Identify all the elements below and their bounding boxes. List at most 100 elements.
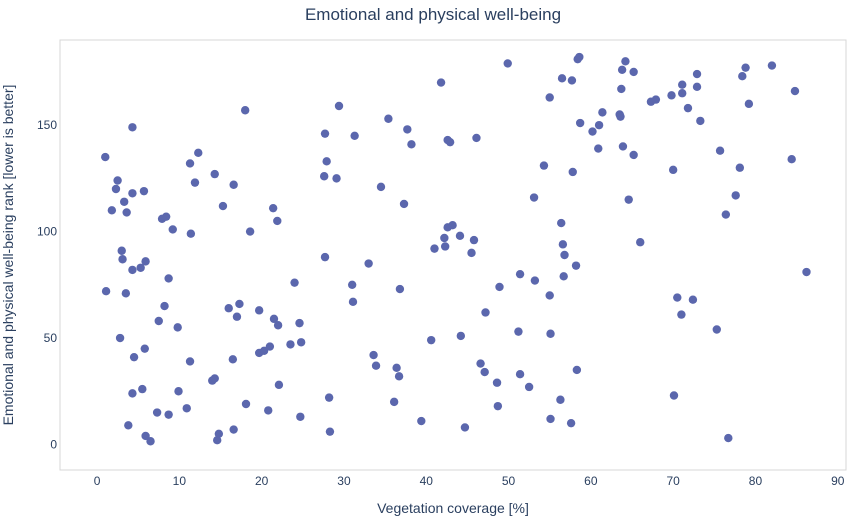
x-tick-label: 40 <box>420 474 434 488</box>
data-point <box>688 295 698 304</box>
data-point <box>495 282 504 292</box>
data-point <box>731 191 740 200</box>
data-point <box>503 59 512 68</box>
data-point <box>296 412 305 421</box>
data-point <box>472 133 481 143</box>
data-point <box>268 203 278 213</box>
data-point <box>392 363 401 373</box>
data-point <box>545 291 554 300</box>
data-point <box>320 252 330 262</box>
data-point <box>168 225 177 234</box>
x-tick-label: 80 <box>749 474 763 488</box>
data-point <box>802 267 811 277</box>
data-point <box>348 297 358 307</box>
data-point <box>264 406 273 415</box>
data-point <box>481 308 490 317</box>
data-point <box>118 255 127 264</box>
x-tick-label: 60 <box>584 474 598 488</box>
data-point <box>673 293 682 302</box>
data-point <box>371 361 381 370</box>
data-point <box>467 248 476 258</box>
data-point <box>146 437 155 446</box>
data-points <box>101 52 811 446</box>
data-point <box>101 152 110 162</box>
data-point <box>107 206 117 215</box>
data-point <box>514 327 523 336</box>
data-point <box>384 114 393 123</box>
data-point <box>629 67 638 77</box>
data-point <box>617 65 627 75</box>
data-point <box>164 410 173 419</box>
data-point <box>741 63 750 72</box>
data-point <box>524 382 534 392</box>
data-point <box>113 176 122 185</box>
data-point <box>115 333 125 343</box>
data-point <box>546 414 555 424</box>
data-point <box>164 274 173 283</box>
data-point <box>121 289 131 298</box>
data-point <box>567 76 577 85</box>
data-point <box>460 423 470 432</box>
data-point <box>214 429 224 439</box>
data-point <box>556 395 565 404</box>
data-point <box>712 325 721 334</box>
data-point <box>101 286 111 296</box>
data-point <box>325 427 335 436</box>
data-point <box>111 184 121 194</box>
data-point <box>692 69 702 79</box>
data-point <box>530 276 540 285</box>
data-point <box>347 280 357 290</box>
data-point <box>557 218 566 228</box>
y-tick-labels: 0 50 100 150 <box>37 118 57 451</box>
data-point <box>395 284 405 294</box>
data-point <box>138 384 147 394</box>
data-point <box>160 301 169 311</box>
data-point <box>407 140 416 149</box>
data-point <box>566 418 576 428</box>
data-point <box>128 389 137 398</box>
data-point <box>265 342 275 351</box>
x-tick-label: 50 <box>502 474 516 488</box>
data-point <box>141 431 150 441</box>
data-point <box>515 370 525 379</box>
data-point <box>558 240 568 249</box>
data-point <box>229 425 238 434</box>
x-tick-label: 30 <box>337 474 351 488</box>
data-point <box>320 129 330 138</box>
data-point <box>399 199 409 209</box>
data-point <box>122 208 131 217</box>
data-point <box>440 233 449 243</box>
data-point <box>161 212 171 221</box>
y-tick-label: 0 <box>50 437 57 451</box>
data-point <box>254 306 264 315</box>
data-point <box>241 399 251 409</box>
data-point <box>539 161 549 170</box>
data-point <box>141 257 150 266</box>
data-point <box>369 350 378 360</box>
data-point <box>683 103 693 113</box>
x-tick-label: 10 <box>173 474 187 488</box>
data-point <box>559 272 568 281</box>
data-point <box>572 365 582 375</box>
data-point <box>140 344 149 353</box>
data-point <box>228 355 238 364</box>
data-point <box>213 435 222 445</box>
x-tick-label: 70 <box>666 474 680 488</box>
data-point <box>364 259 373 268</box>
x-tick-label: 20 <box>255 474 269 488</box>
data-point <box>286 340 295 349</box>
data-point <box>557 74 567 83</box>
data-point <box>417 416 426 426</box>
data-point <box>678 80 687 89</box>
data-point <box>560 250 569 260</box>
plot-area <box>59 39 847 471</box>
y-axis-label: Emotional and physical well-being rank [… <box>0 85 16 426</box>
data-point <box>128 123 137 132</box>
data-point <box>617 84 626 94</box>
data-point <box>259 346 269 355</box>
data-point <box>218 201 228 211</box>
y-tick-label: 150 <box>37 118 57 132</box>
data-point <box>319 172 329 181</box>
data-point <box>174 387 183 396</box>
